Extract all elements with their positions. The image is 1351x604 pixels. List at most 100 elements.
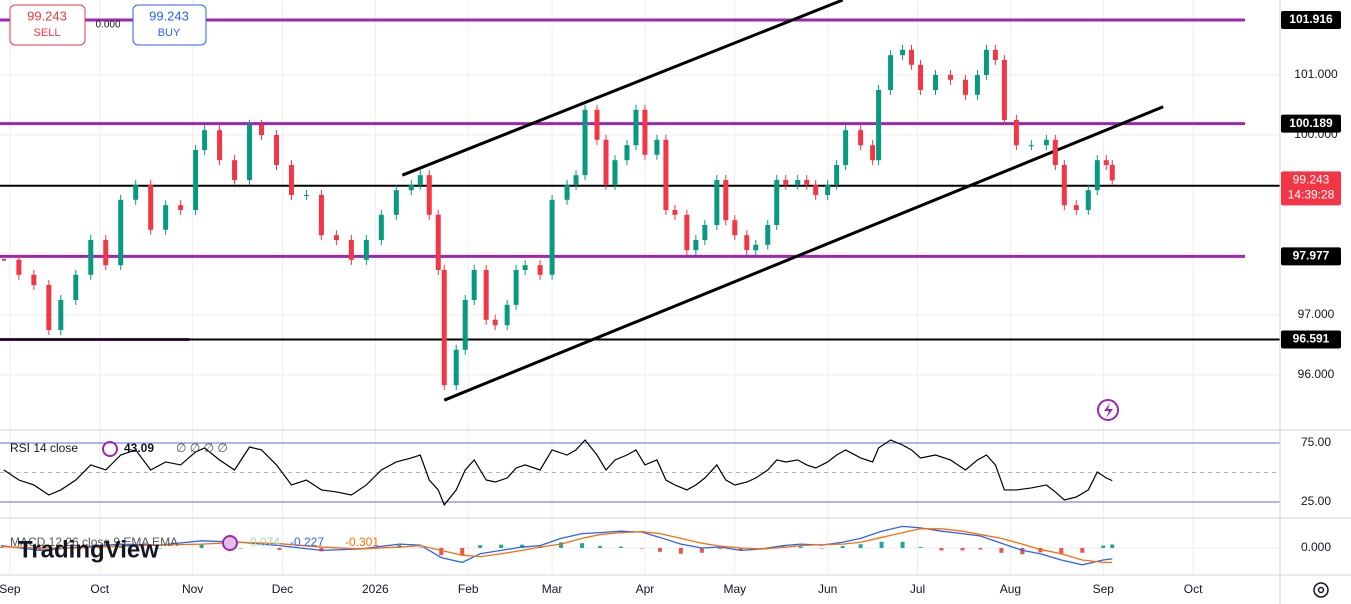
buy-price: 99.243 [149,8,189,23]
settings-icon[interactable] [1313,582,1329,598]
macd-value: -0.227 [290,535,324,549]
candle [58,299,64,330]
histogram-bar [657,548,662,552]
histogram-bar [439,548,444,556]
candle [163,205,169,230]
candle [633,109,639,146]
histogram-bar [358,548,363,549]
histogram-bar [580,543,585,548]
candle [962,79,968,95]
candle [133,184,139,200]
labels-layer: Sep Oct Nov Dec 2026 Feb Mar Apr May Jun Jul Aug Sep… [0,11,1341,596]
candle [870,145,876,161]
trend-line [401,0,844,177]
histogram-bar [618,546,623,548]
candle [73,274,79,300]
histogram-bar [639,548,644,549]
candle [46,284,52,330]
histogram-bar [37,548,42,551]
sell-button[interactable] [9,4,86,46]
candle [259,124,265,135]
histogram-bar [238,548,243,549]
candle [1052,139,1058,165]
candle [753,244,759,251]
candle [888,55,894,90]
histogram-bar [319,548,324,552]
candle [783,179,789,185]
level-label-box [1281,330,1341,349]
macd-settings-icon[interactable] [222,535,238,551]
rsi-line [3,439,1113,507]
rsi-last-value: 43.09 [124,441,154,455]
candle [723,179,729,221]
candle [247,124,253,180]
candle [549,199,555,275]
histogram-bar [157,548,162,549]
histogram-bar [1080,548,1085,553]
x-tick-label: Jul [910,582,925,596]
candle [441,269,447,386]
candle [624,145,630,161]
trend-line [443,105,1164,402]
level-label: 96.591 [1293,332,1330,346]
candle [217,130,223,161]
candle [947,74,953,80]
histogram-bar [918,547,923,548]
histogram-bar [520,544,525,548]
histogram-bar [960,548,965,551]
histogram-bar [0,547,3,548]
histogram-bar [939,548,944,551]
candle [612,160,618,185]
candle [148,184,154,230]
trade-widget[interactable]: 99.243 SELL 0.000 99.243 BUY [9,4,207,46]
last-price-label: 99.243 [1293,173,1330,187]
candle [1061,164,1067,206]
histogram-bar [1110,544,1115,548]
countdown: 14:39:28 [1288,188,1335,202]
candle [16,259,22,275]
last-price-box [1281,171,1341,206]
y-tick-label: 0.000 [1301,540,1331,554]
histogram-bar [460,548,465,556]
candle [303,194,309,196]
rsi-title: RSI 14 close [10,441,78,455]
sell-label: SELL [34,27,61,39]
candle [983,49,989,75]
histogram-bar [978,548,983,550]
rsi-settings-icon[interactable] [102,441,118,457]
histogram-bar [418,547,423,549]
marks-layer [0,0,1280,566]
candle [774,179,780,225]
histogram-bar [1020,548,1025,555]
candle [393,190,399,215]
candle [1085,190,1091,210]
histogram-bar [999,548,1004,553]
candle [642,109,648,155]
candle [378,214,384,240]
candle [537,265,543,275]
histogram-bar [1101,545,1106,548]
candle [813,184,819,195]
y-tick-label: 25.00 [1301,494,1331,508]
level-label-box [1281,11,1341,30]
x-tick-label: Jun [818,582,837,596]
candle [564,184,570,200]
candle [582,109,588,176]
candle [795,179,801,185]
candle [88,239,94,275]
buy-button[interactable] [132,4,207,46]
histogram-bar [1059,548,1064,555]
y-tick-label: 101.000 [1294,67,1338,81]
histogram-bar [118,546,123,548]
candle [909,49,915,65]
rsi-extra: ∅ ∅ ∅ ∅ [176,441,228,455]
candle [744,235,750,251]
histogram-bar [1038,548,1043,553]
candle [573,175,579,185]
y-tick-label: 75.00 [1301,435,1331,449]
sell-price: 99.243 [27,8,67,23]
candle [31,274,37,285]
candle [1028,145,1034,147]
candle [672,209,678,215]
